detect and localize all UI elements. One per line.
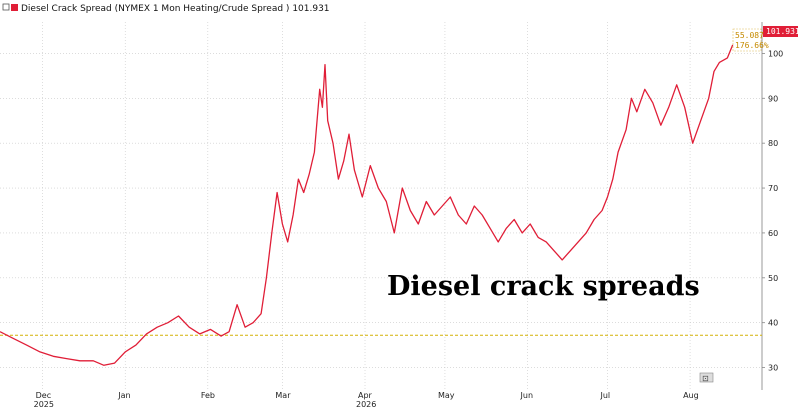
legend[interactable]: Diesel Crack Spread (NYMEX 1 Mon Heating… xyxy=(2,3,330,14)
last-price-tag-background xyxy=(763,26,798,37)
zoom-button[interactable] xyxy=(699,372,714,383)
x-tick-label: Apr xyxy=(358,391,373,400)
x-tick-label: Jan xyxy=(117,391,130,400)
legend-checkbox-icon[interactable] xyxy=(2,3,10,11)
y-tick-label: 90 xyxy=(768,94,778,103)
x-tick-label: Aug xyxy=(683,391,699,400)
x-tick-label: Jun xyxy=(520,391,534,400)
end-value-box xyxy=(732,28,762,52)
x-tick-label: Jul xyxy=(599,391,610,400)
legend-label: Diesel Crack Spread (NYMEX 1 Mon Heating… xyxy=(21,4,330,14)
x-year-label: 2025 xyxy=(34,400,54,409)
zoom-control[interactable]: ⊡ xyxy=(699,372,714,383)
x-tick-label: May xyxy=(438,391,455,400)
y-tick-label: 80 xyxy=(768,139,778,148)
last-price-tag: 101.931 xyxy=(763,26,800,37)
y-tick-label: 40 xyxy=(768,319,778,328)
last-price-tag-text: 101.931 xyxy=(766,27,800,36)
y-tick-label: 70 xyxy=(768,184,778,193)
y-axis-ticks: 30 40 50 60 70 80 90 100 xyxy=(762,49,783,373)
y-tick-label: 30 xyxy=(768,364,778,373)
end-value-labels: 55.087 176.66% xyxy=(732,28,769,52)
legend-swatch xyxy=(11,4,18,11)
y-tick-label: 100 xyxy=(768,49,783,58)
x-tick-label: Mar xyxy=(275,391,291,400)
x-tick-label: Dec xyxy=(36,391,51,400)
end-value-lower: 176.66% xyxy=(735,41,769,50)
x-year-label: 2026 xyxy=(356,400,376,409)
gridlines xyxy=(0,22,762,390)
series-line xyxy=(0,44,734,366)
chart-annotation: Diesel crack spreads xyxy=(387,271,700,302)
end-value-upper: 55.087 xyxy=(735,31,764,40)
x-tick-label: Feb xyxy=(201,391,215,400)
y-tick-label: 60 xyxy=(768,229,778,238)
y-tick-label: 50 xyxy=(768,274,778,283)
zoom-icon[interactable]: ⊡ xyxy=(702,374,709,383)
